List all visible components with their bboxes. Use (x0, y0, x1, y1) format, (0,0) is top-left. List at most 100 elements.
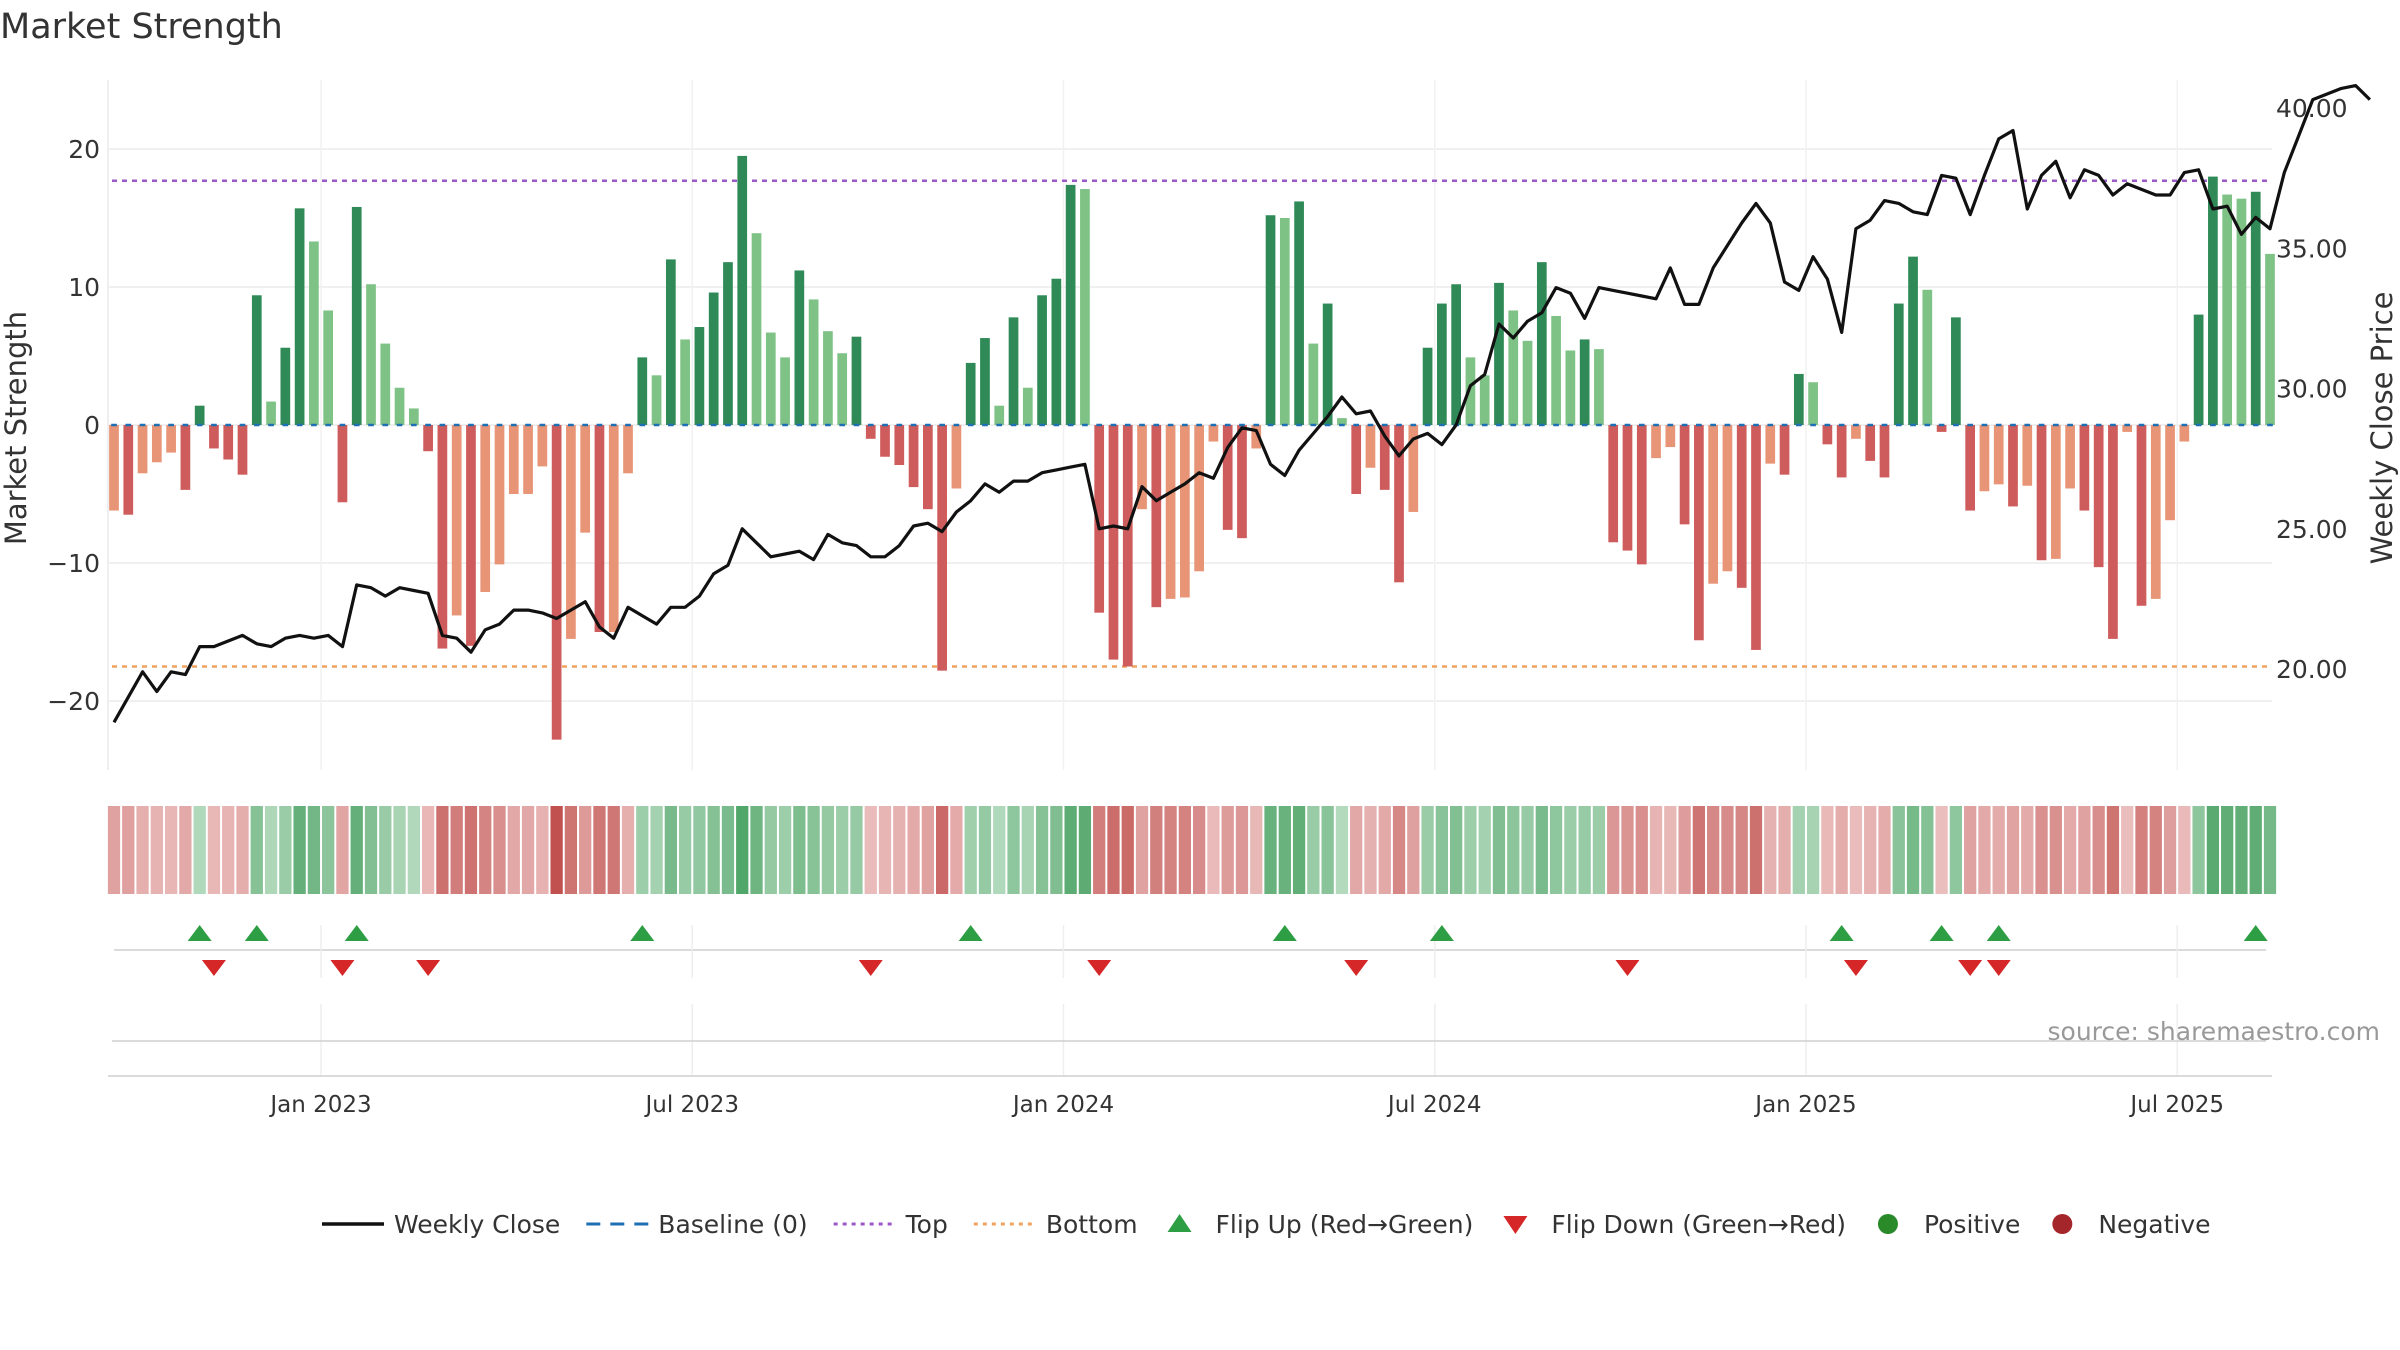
heat-cell (707, 806, 720, 894)
heat-cell (436, 806, 449, 894)
strength-bar (366, 284, 376, 425)
heat-cell (107, 806, 121, 894)
heat-cell (1364, 806, 1377, 894)
heat-cell (1778, 806, 1791, 894)
strength-bar (1251, 425, 1262, 449)
heat-cell (393, 806, 406, 894)
strength-heat-strip (107, 806, 2277, 894)
legend-item: Bottom (973, 1210, 1138, 1239)
heat-cell (1292, 806, 1306, 894)
strength-bar (1579, 339, 1590, 425)
heat-cell (1107, 806, 1120, 894)
lower-panels (108, 1004, 2272, 1077)
strength-bar (1836, 425, 1847, 478)
strength-bar (1879, 425, 1890, 478)
heat-cell (1435, 806, 1449, 894)
legend-item: Flip Up (Red→Green) (1167, 1210, 1473, 1239)
strength-bar (1137, 425, 1147, 510)
heat-cell (993, 806, 1006, 894)
strength-bar (1822, 425, 1833, 445)
strength-bar (180, 425, 191, 490)
strength-bar (808, 299, 819, 425)
strength-bar (1922, 289, 1933, 425)
strength-bar (537, 425, 548, 467)
right-tick-label: 20.00 (2276, 655, 2348, 684)
heat-cell (421, 806, 435, 894)
strength-bar (2093, 425, 2104, 568)
flip-down-marker (1986, 960, 2011, 976)
heat-cell (1678, 806, 1691, 894)
heat-cell (2192, 806, 2205, 894)
heat-cell (364, 806, 378, 894)
heat-cell (1121, 806, 1134, 894)
heat-cell (1721, 806, 1734, 894)
flip-up-marker (1429, 925, 1454, 941)
heat-cell (1407, 806, 1420, 894)
heat-cell (1478, 806, 1491, 894)
heat-cell (293, 806, 306, 894)
heat-cell (921, 806, 934, 894)
strength-bar (194, 405, 205, 425)
flip-down-marker (416, 960, 441, 976)
flip-down-marker (1087, 960, 1112, 976)
flip-down-marker (201, 960, 226, 976)
heat-cell (1507, 806, 1520, 894)
heat-cell (2221, 806, 2234, 894)
strength-bar (1008, 317, 1019, 425)
strength-bar (1865, 425, 1876, 461)
heat-cell (1221, 806, 1234, 894)
strength-bar (2065, 425, 2075, 489)
strength-bar (623, 425, 633, 474)
flip-down-marker (858, 960, 883, 976)
heat-cell (1278, 806, 1291, 894)
legend-label: Top (905, 1210, 948, 1239)
strength-bar (1694, 425, 1704, 641)
flip-up-marker (187, 925, 212, 941)
heat-cell (1764, 806, 1777, 894)
heat-cell (2021, 806, 2034, 894)
strength-bar (823, 331, 833, 425)
heat-cell (1906, 806, 1920, 894)
strength-bar (1808, 382, 1818, 425)
heat-cell (1135, 806, 1149, 894)
y-axis-label-right: Weekly Close Price (2365, 292, 2399, 565)
heat-cell (207, 806, 221, 894)
strength-bar (708, 292, 719, 425)
strength-bar (1308, 343, 1319, 425)
strength-bar (1351, 425, 1362, 494)
left-tick-label: −20 (47, 687, 100, 716)
heat-cell (2135, 806, 2148, 894)
strength-bar (751, 233, 762, 425)
flip-up-marker (2243, 925, 2268, 941)
strength-bar (2079, 425, 2090, 511)
strength-bar (1108, 425, 1119, 660)
strength-bar (1051, 278, 1062, 425)
heat-cell (864, 806, 877, 894)
strength-bar (1793, 373, 1804, 425)
heat-cell (907, 806, 920, 894)
heat-cell (736, 806, 749, 894)
legend-item: Baseline (0) (586, 1210, 808, 1239)
strength-bar (2108, 425, 2118, 639)
strength-bar (494, 425, 505, 565)
heat-cell (964, 806, 977, 894)
heat-cell (1707, 806, 1720, 894)
strength-bar (737, 155, 748, 425)
strength-bar (1851, 425, 1861, 439)
legend-label: Positive (1924, 1210, 2020, 1239)
heat-cell (450, 806, 463, 894)
heat-cell (935, 806, 949, 894)
heat-cell (893, 806, 906, 894)
heat-cell (607, 806, 620, 894)
heat-cell (1164, 806, 1177, 894)
heat-cell (978, 806, 992, 894)
strength-bar (1465, 357, 1476, 425)
heat-cell (1464, 806, 1477, 894)
flip-down-marker (1958, 960, 1983, 976)
strength-bar (508, 425, 519, 494)
strength-bar (294, 208, 305, 425)
heat-cell (1921, 806, 1934, 894)
heat-cell (279, 806, 292, 894)
flip-up-marker (344, 925, 369, 941)
heat-cell (2063, 806, 2077, 894)
